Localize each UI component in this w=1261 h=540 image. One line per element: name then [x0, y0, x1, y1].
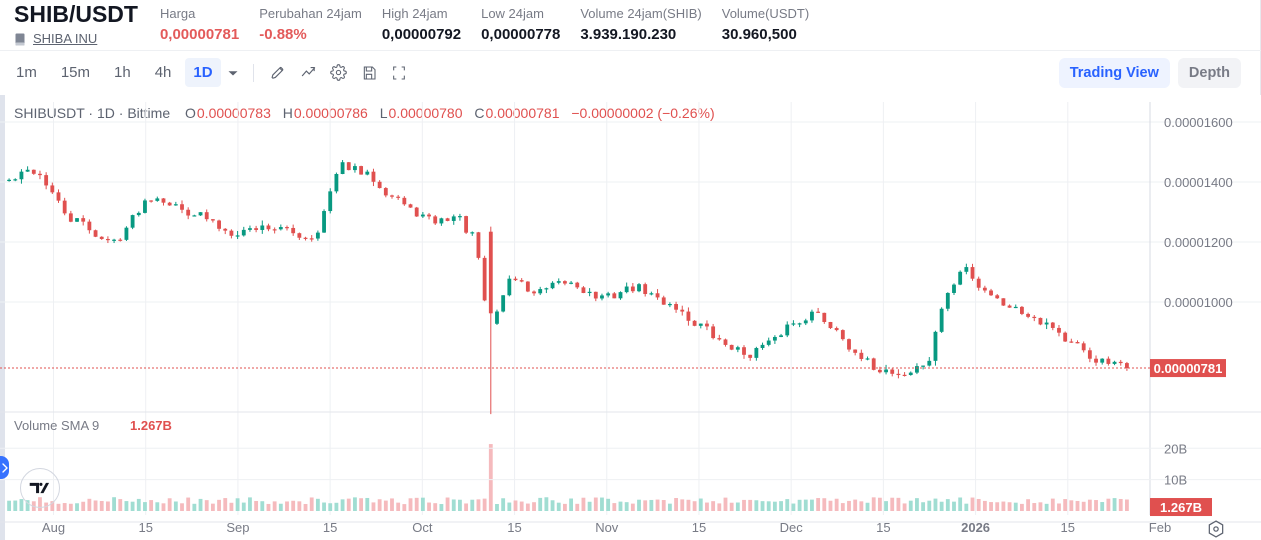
svg-text:0.00001200: 0.00001200 [1164, 235, 1233, 250]
svg-text:0.00001400: 0.00001400 [1164, 175, 1233, 190]
svg-text:0.00000781: 0.00000781 [1154, 361, 1223, 376]
svg-text:20B: 20B [1164, 441, 1187, 456]
svg-text:1.267B: 1.267B [130, 418, 172, 433]
svg-text:0.00001000: 0.00001000 [1164, 295, 1233, 310]
svg-text:1.267B: 1.267B [1160, 500, 1202, 515]
svg-text:Volume SMA 9: Volume SMA 9 [14, 418, 99, 433]
svg-text:0.00001600: 0.00001600 [1164, 115, 1233, 130]
svg-text:10B: 10B [1164, 473, 1187, 488]
